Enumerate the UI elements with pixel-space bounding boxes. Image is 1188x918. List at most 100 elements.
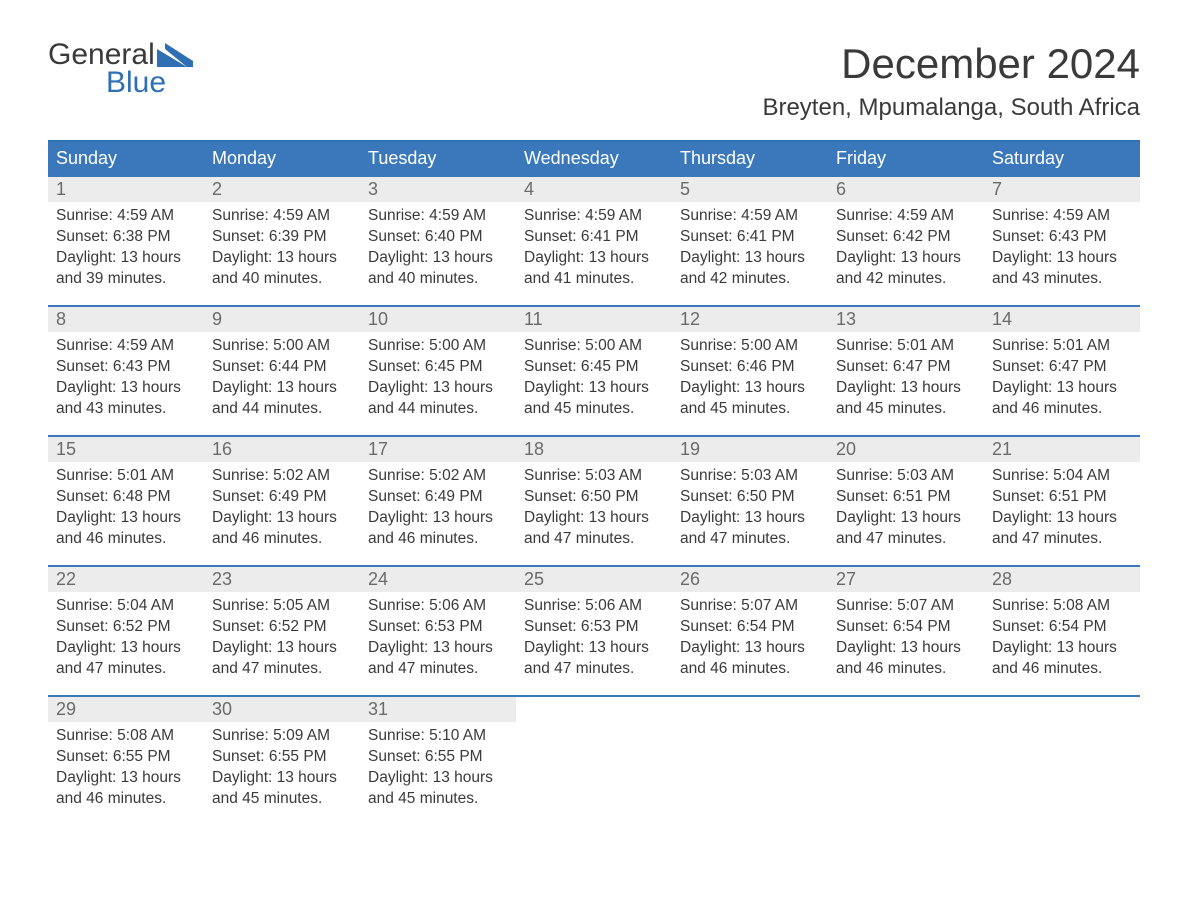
day-headers-row: Sunday Monday Tuesday Wednesday Thursday… [48, 140, 1140, 175]
day-number: 3 [368, 179, 378, 199]
day-body: Sunrise: 4:59 AMSunset: 6:40 PMDaylight:… [360, 202, 516, 290]
day-sunrise: Sunrise: 5:08 AM [56, 726, 196, 747]
day-number-row: 21 [984, 437, 1140, 462]
day-body: Sunrise: 5:00 AMSunset: 6:46 PMDaylight:… [672, 332, 828, 420]
day-body: Sunrise: 5:00 AMSunset: 6:45 PMDaylight:… [360, 332, 516, 420]
day-dl1: Daylight: 13 hours [992, 248, 1132, 269]
day-cell: 23Sunrise: 5:05 AMSunset: 6:52 PMDayligh… [204, 567, 360, 695]
day-number-row: 6 [828, 177, 984, 202]
day-number: 7 [992, 179, 1002, 199]
brand-word2: Blue [48, 68, 195, 98]
day-dl1: Daylight: 13 hours [680, 248, 820, 269]
title-block: December 2024 Breyten, Mpumalanga, South… [762, 40, 1140, 122]
day-sunrise: Sunrise: 4:59 AM [680, 206, 820, 227]
day-cell: 30Sunrise: 5:09 AMSunset: 6:55 PMDayligh… [204, 697, 360, 825]
day-dl1: Daylight: 13 hours [56, 248, 196, 269]
day-number-row: 19 [672, 437, 828, 462]
day-body: Sunrise: 5:03 AMSunset: 6:51 PMDaylight:… [828, 462, 984, 550]
day-cell: 14 Sunrise: 5:01 AMSunset: 6:47 PMDayligh… [984, 307, 1140, 435]
day-dl2: and 41 minutes. [524, 269, 664, 290]
day-number: 24 [368, 569, 388, 589]
day-dl2: and 42 minutes. [836, 269, 976, 290]
day-sunset: Sunset: 6:55 PM [368, 747, 508, 768]
day-number: 23 [212, 569, 232, 589]
day-dl1: Daylight: 13 hours [368, 248, 508, 269]
brand-logo: General Blue [48, 40, 195, 98]
day-number-row: 12 [672, 307, 828, 332]
day-dl2: and 46 minutes. [836, 659, 976, 680]
day-dl1: Daylight: 13 hours [992, 638, 1132, 659]
day-dl2: and 45 minutes. [680, 399, 820, 420]
day-sunrise: Sunrise: 5:07 AM [680, 596, 820, 617]
day-number-row: 26 [672, 567, 828, 592]
day-cell: 27Sunrise: 5:07 AMSunset: 6:54 PMDayligh… [828, 567, 984, 695]
day-number-row: 13 [828, 307, 984, 332]
day-cell: 5Sunrise: 4:59 AMSunset: 6:41 PMDaylight… [672, 177, 828, 305]
day-cell: 13Sunrise: 5:01 AMSunset: 6:47 PMDayligh… [828, 307, 984, 435]
day-dl1: Daylight: 13 hours [368, 768, 508, 789]
day-body: Sunrise: 5:08 AMSunset: 6:55 PMDaylight:… [48, 722, 204, 810]
week-row: 1Sunrise: 4:59 AMSunset: 6:38 PMDaylight… [48, 175, 1140, 305]
day-cell: 31Sunrise: 5:10 AMSunset: 6:55 PMDayligh… [360, 697, 516, 825]
day-sunset: Sunset: 6:54 PM [836, 617, 976, 638]
day-cell: 8Sunrise: 4:59 AMSunset: 6:43 PMDaylight… [48, 307, 204, 435]
day-dl1: Daylight: 13 hours [212, 508, 352, 529]
day-dl1: Daylight: 13 hours [56, 508, 196, 529]
day-dl2: and 45 minutes. [368, 789, 508, 810]
day-body: Sunrise: 5:07 AMSunset: 6:54 PMDaylight:… [828, 592, 984, 680]
day-dl1: Daylight: 13 hours [212, 768, 352, 789]
day-cell [828, 697, 984, 825]
day-header-saturday: Saturday [984, 142, 1140, 175]
day-sunset: Sunset: 6:55 PM [212, 747, 352, 768]
day-header-tuesday: Tuesday [360, 142, 516, 175]
day-dl2: and 40 minutes. [212, 269, 352, 290]
day-sunrise: Sunrise: 4:59 AM [56, 336, 196, 357]
day-dl1: Daylight: 13 hours [524, 248, 664, 269]
day-number-row: 15 [48, 437, 204, 462]
day-sunrise: Sunrise: 5:02 AM [368, 466, 508, 487]
day-body: Sunrise: 5:01 AMSunset: 6:47 PMDaylight:… [828, 332, 984, 420]
day-number: 14 [992, 309, 1012, 329]
day-cell: 26Sunrise: 5:07 AMSunset: 6:54 PMDayligh… [672, 567, 828, 695]
day-sunset: Sunset: 6:39 PM [212, 227, 352, 248]
day-dl2: and 46 minutes. [368, 529, 508, 550]
day-body: Sunrise: 5:07 AMSunset: 6:54 PMDaylight:… [672, 592, 828, 680]
day-body: Sunrise: 5:01 AMSunset: 6:47 PMDaylight:… [984, 332, 1140, 420]
day-number-row: 30 [204, 697, 360, 722]
day-body: Sunrise: 4:59 AMSunset: 6:43 PMDaylight:… [984, 202, 1140, 290]
day-sunrise: Sunrise: 5:01 AM [992, 336, 1132, 357]
day-sunrise: Sunrise: 5:02 AM [212, 466, 352, 487]
brand-flag-icon [157, 43, 195, 67]
day-sunset: Sunset: 6:41 PM [524, 227, 664, 248]
day-dl2: and 46 minutes. [56, 529, 196, 550]
day-cell: 9 Sunrise: 5:00 AMSunset: 6:44 PMDaylight… [204, 307, 360, 435]
day-number: 20 [836, 439, 856, 459]
day-cell: 4Sunrise: 4:59 AMSunset: 6:41 PMDaylight… [516, 177, 672, 305]
day-cell: 25Sunrise: 5:06 AMSunset: 6:53 PMDayligh… [516, 567, 672, 695]
day-body: Sunrise: 5:00 AMSunset: 6:44 PMDaylight:… [204, 332, 360, 420]
day-dl2: and 39 minutes. [56, 269, 196, 290]
day-dl2: and 47 minutes. [836, 529, 976, 550]
day-number: 9 [212, 309, 222, 329]
day-dl2: and 43 minutes. [992, 269, 1132, 290]
day-body: Sunrise: 5:03 AMSunset: 6:50 PMDaylight:… [516, 462, 672, 550]
day-body: Sunrise: 5:01 AMSunset: 6:48 PMDaylight:… [48, 462, 204, 550]
day-dl2: and 45 minutes. [212, 789, 352, 810]
day-sunset: Sunset: 6:50 PM [524, 487, 664, 508]
day-cell: 16Sunrise: 5:02 AMSunset: 6:49 PMDayligh… [204, 437, 360, 565]
day-sunset: Sunset: 6:53 PM [524, 617, 664, 638]
day-body: Sunrise: 4:59 AMSunset: 6:38 PMDaylight:… [48, 202, 204, 290]
day-cell: 24Sunrise: 5:06 AMSunset: 6:53 PMDayligh… [360, 567, 516, 695]
day-dl2: and 46 minutes. [56, 789, 196, 810]
day-sunrise: Sunrise: 5:05 AM [212, 596, 352, 617]
day-number-row: 20 [828, 437, 984, 462]
day-dl1: Daylight: 13 hours [56, 378, 196, 399]
day-header-sunday: Sunday [48, 142, 204, 175]
day-number-row: 11 [516, 307, 672, 332]
day-body: Sunrise: 4:59 AMSunset: 6:39 PMDaylight:… [204, 202, 360, 290]
day-body: Sunrise: 5:09 AMSunset: 6:55 PMDaylight:… [204, 722, 360, 810]
week-row: 15Sunrise: 5:01 AMSunset: 6:48 PMDayligh… [48, 435, 1140, 565]
day-sunrise: Sunrise: 4:59 AM [992, 206, 1132, 227]
day-dl2: and 47 minutes. [680, 529, 820, 550]
day-cell: 22Sunrise: 5:04 AMSunset: 6:52 PMDayligh… [48, 567, 204, 695]
